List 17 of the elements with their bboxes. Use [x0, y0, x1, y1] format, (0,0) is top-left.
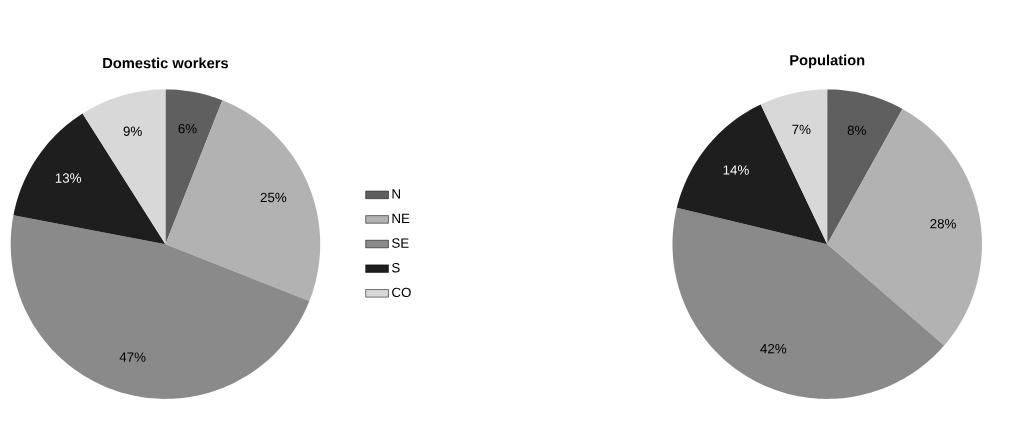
data-label: 6% [178, 123, 197, 134]
legend-label: CO [392, 287, 411, 298]
legend-label: NE [392, 213, 410, 224]
data-label: 9% [123, 126, 142, 136]
legend-label: S [392, 263, 400, 273]
data-label: 7% [792, 124, 811, 135]
legend-label: N [392, 189, 400, 199]
chart-title: Population [790, 54, 865, 69]
data-label: 8% [847, 125, 866, 136]
data-label: 14% [723, 165, 749, 175]
data-label: 47% [119, 352, 146, 362]
data-label: 13% [55, 173, 82, 183]
data-label: 25% [260, 192, 287, 203]
legend-label: SE [392, 238, 409, 248]
chart-title: Domestic workers [103, 57, 229, 69]
data-label: 42% [760, 344, 787, 354]
data-label: 28% [930, 219, 956, 229]
